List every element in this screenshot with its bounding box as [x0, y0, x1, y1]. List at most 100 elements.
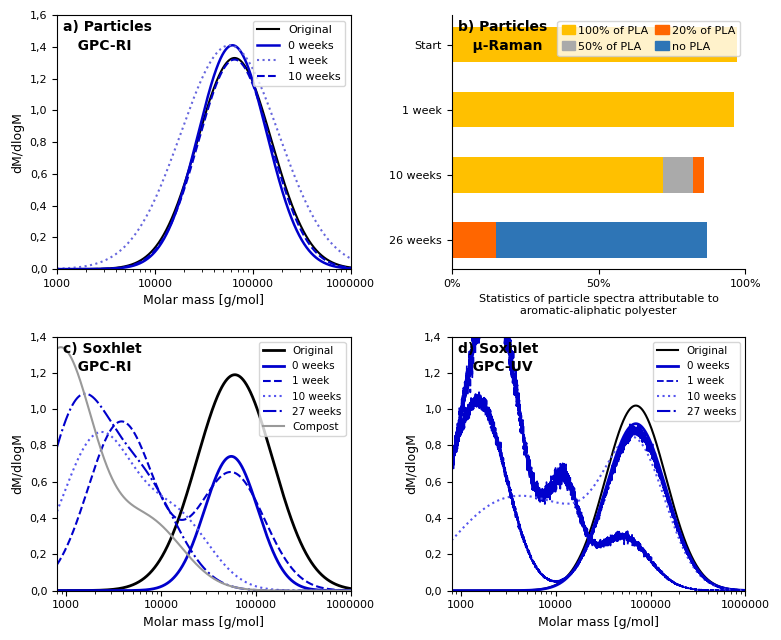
Line: 1 week: 1 week: [57, 421, 351, 591]
X-axis label: Molar mass [g/mol]: Molar mass [g/mol]: [144, 294, 265, 307]
Original: [230, 54, 239, 62]
0 weeks: [718, 584, 727, 591]
10 weeks: [314, 252, 323, 259]
10 weeks: [240, 577, 249, 585]
Bar: [451, 222, 496, 257]
Original: [314, 249, 323, 257]
Legend: 100% of PLA, 50% of PLA, 20% of PLA, no PLA: 100% of PLA, 50% of PLA, 20% of PLA, no …: [558, 20, 740, 56]
10 weeks: [601, 464, 610, 472]
10 weeks: [148, 249, 158, 257]
27 weeks: [601, 491, 610, 499]
Original: [279, 177, 288, 184]
1 week: [672, 580, 682, 588]
0 weeks: [52, 265, 62, 273]
0 weeks: [631, 420, 640, 428]
Original: [52, 265, 62, 273]
0 weeks: [672, 520, 682, 527]
10 weeks: [305, 587, 314, 595]
0 weeks: [740, 586, 750, 594]
Original: [718, 584, 727, 591]
Line: Original: Original: [57, 375, 351, 591]
27 weeks: [346, 587, 355, 595]
Bar: [451, 27, 736, 63]
10 weeks: [346, 264, 355, 272]
Compost: [346, 587, 355, 595]
Compost: [162, 527, 172, 535]
10 weeks: [52, 265, 62, 273]
27 weeks: [305, 587, 314, 595]
27 weeks: [672, 524, 682, 532]
1 week: [279, 143, 288, 150]
0 weeks: [223, 43, 233, 51]
27 weeks: [162, 503, 172, 511]
Original: [162, 543, 172, 550]
Original: [240, 378, 249, 385]
10 weeks: [447, 536, 456, 544]
0 weeks: [699, 573, 708, 581]
Line: 0 weeks: 0 weeks: [57, 456, 351, 591]
0 weeks: [634, 420, 644, 428]
Original: [230, 371, 240, 379]
10 weeks: [162, 496, 172, 504]
1 week: [447, 461, 456, 468]
Original: [557, 577, 566, 585]
27 weeks: [699, 574, 708, 582]
10 weeks: [718, 584, 727, 592]
10 weeks: [557, 500, 566, 508]
Original: [57, 265, 66, 273]
0 weeks: [346, 265, 355, 273]
Text: a) Particles
   GPC-RI: a) Particles GPC-RI: [63, 20, 152, 52]
Original: [277, 488, 287, 495]
Original: [631, 402, 640, 410]
0 weeks: [277, 566, 287, 573]
X-axis label: Molar mass [g/mol]: Molar mass [g/mol]: [538, 616, 659, 629]
0 weeks: [601, 486, 610, 494]
27 weeks: [240, 585, 249, 593]
27 weeks: [718, 584, 727, 592]
Line: 0 weeks: 0 weeks: [57, 45, 351, 269]
1 week: [225, 42, 234, 49]
1 week: [57, 264, 66, 272]
0 weeks: [226, 452, 236, 460]
1 week: [314, 223, 323, 230]
Line: Compost: Compost: [57, 348, 351, 591]
0 weeks: [206, 487, 216, 495]
1 week: [206, 485, 216, 493]
0 weeks: [323, 587, 332, 595]
Compost: [277, 587, 287, 595]
10 weeks: [672, 530, 682, 538]
0 weeks: [279, 191, 288, 199]
Compost: [323, 587, 332, 595]
Original: [346, 585, 355, 593]
Compost: [56, 344, 66, 351]
X-axis label: Molar mass [g/mol]: Molar mass [g/mol]: [144, 616, 265, 629]
27 weeks: [740, 587, 749, 595]
1 week: [223, 42, 233, 49]
Original: [699, 572, 708, 580]
27 weeks: [80, 390, 90, 397]
Original: [447, 587, 456, 595]
10 weeks: [230, 56, 239, 63]
Y-axis label: dM/dlogM: dM/dlogM: [11, 111, 24, 173]
1 week: [305, 579, 314, 587]
Original: [80, 265, 90, 273]
1 week: [80, 262, 90, 270]
Original: [52, 587, 62, 595]
Y-axis label: dM/dlogM: dM/dlogM: [11, 433, 24, 494]
Original: [148, 246, 158, 254]
10 weeks: [223, 59, 233, 67]
27 weeks: [474, 388, 483, 396]
0 weeks: [240, 468, 249, 476]
Compost: [305, 587, 314, 595]
0 weeks: [162, 579, 172, 587]
0 weeks: [447, 587, 456, 595]
Text: b) Particles
   μ-Raman: b) Particles μ-Raman: [458, 20, 547, 52]
Line: 10 weeks: 10 weeks: [57, 60, 351, 269]
Original: [634, 403, 644, 410]
Original: [223, 57, 233, 65]
10 weeks: [80, 265, 90, 273]
Legend: Original, 0 weeks, 1 week, 10 weeks, 27 weeks: Original, 0 weeks, 1 week, 10 weeks, 27 …: [653, 342, 740, 421]
10 weeks: [277, 586, 287, 594]
1 week: [52, 265, 62, 273]
27 weeks: [447, 459, 456, 467]
